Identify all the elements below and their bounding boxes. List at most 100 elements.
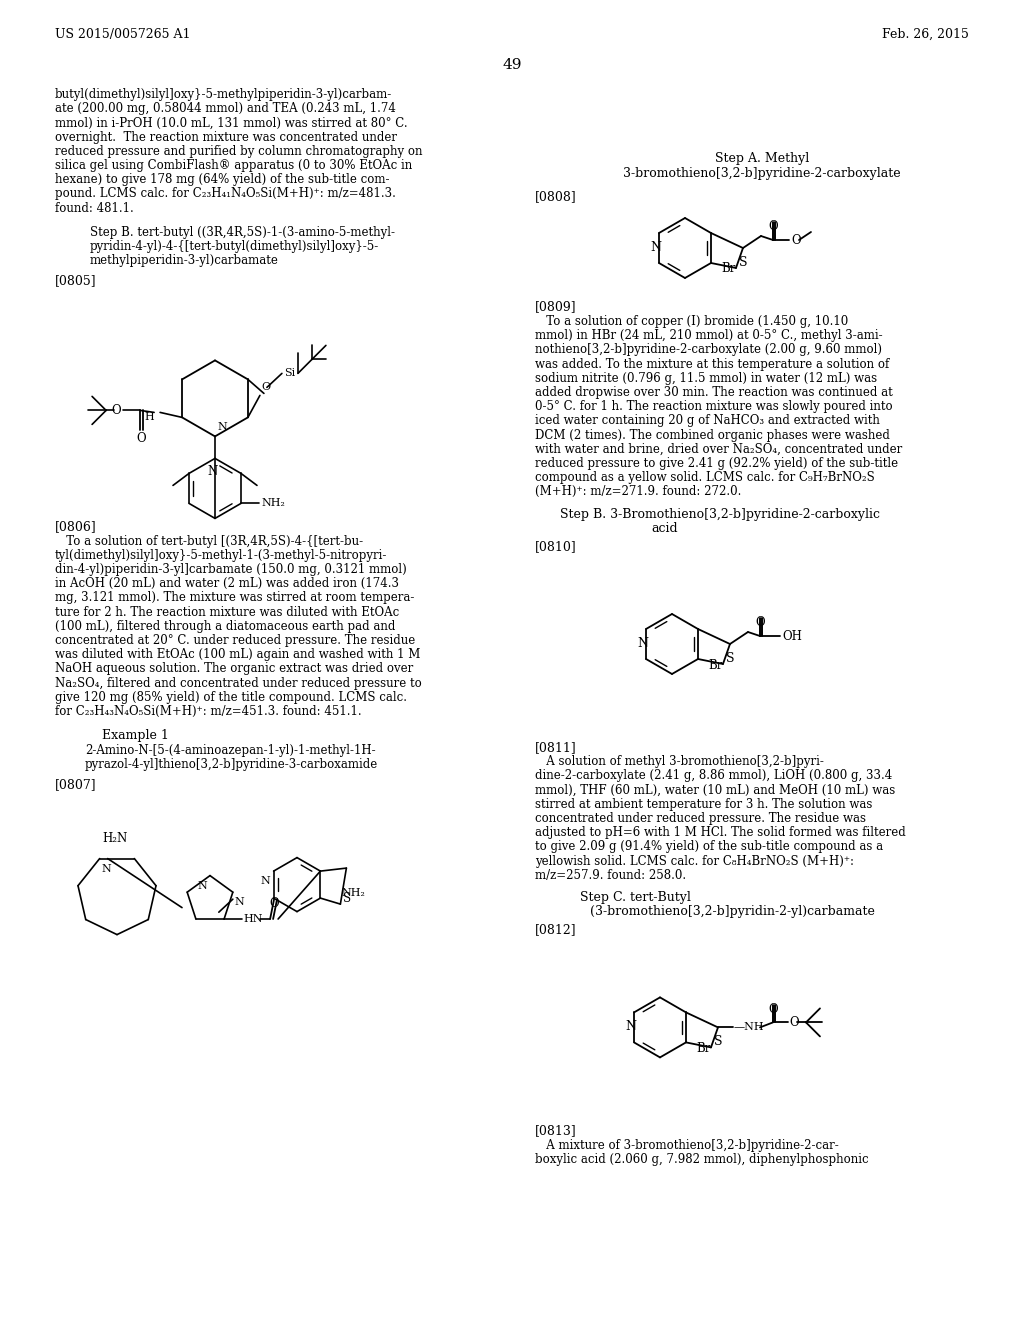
Text: O: O (788, 1016, 799, 1028)
Text: O: O (768, 220, 778, 234)
Text: ate (200.00 mg, 0.58044 mmol) and TEA (0.243 mL, 1.74: ate (200.00 mg, 0.58044 mmol) and TEA (0… (55, 102, 396, 115)
Text: [0810]: [0810] (535, 540, 577, 553)
Text: N: N (261, 876, 270, 886)
Text: Step B. 3-Bromothieno[3,2-b]pyridine-2-carboxylic: Step B. 3-Bromothieno[3,2-b]pyridine-2-c… (560, 508, 880, 520)
Text: Step B. tert-butyl ((3R,4R,5S)-1-(3-amino-5-methyl-: Step B. tert-butyl ((3R,4R,5S)-1-(3-amin… (90, 226, 395, 239)
Text: N: N (650, 242, 662, 253)
Text: A solution of methyl 3-bromothieno[3,2-b]pyri-: A solution of methyl 3-bromothieno[3,2-b… (535, 755, 824, 768)
Text: O: O (269, 898, 279, 909)
Text: [0811]: [0811] (535, 741, 577, 754)
Text: N: N (234, 898, 245, 907)
Text: NH₂: NH₂ (261, 499, 285, 508)
Text: stirred at ambient temperature for 3 h. The solution was: stirred at ambient temperature for 3 h. … (535, 797, 872, 810)
Text: butyl(dimethyl)silyl]oxy}-5-methylpiperidin-3-yl)carbam-: butyl(dimethyl)silyl]oxy}-5-methylpiperi… (55, 88, 392, 102)
Text: [0807]: [0807] (55, 779, 96, 792)
Text: 3-bromothieno[3,2-b]pyridine-2-carboxylate: 3-bromothieno[3,2-b]pyridine-2-carboxyla… (624, 168, 901, 180)
Text: Br: Br (709, 659, 723, 672)
Text: 2-Amino-N-[5-(4-aminoazepan-1-yl)-1-methyl-1H-: 2-Amino-N-[5-(4-aminoazepan-1-yl)-1-meth… (85, 744, 376, 758)
Text: mmol) in i-PrOH (10.0 mL, 131 mmol) was stirred at 80° C.: mmol) in i-PrOH (10.0 mL, 131 mmol) was … (55, 116, 408, 129)
Text: acid: acid (651, 521, 678, 535)
Text: overnight.  The reaction mixture was concentrated under: overnight. The reaction mixture was conc… (55, 131, 397, 144)
Text: concentrated at 20° C. under reduced pressure. The residue: concentrated at 20° C. under reduced pre… (55, 634, 416, 647)
Text: ture for 2 h. The reaction mixture was diluted with EtOAc: ture for 2 h. The reaction mixture was d… (55, 606, 399, 619)
Text: O: O (112, 404, 121, 417)
Text: [0813]: [0813] (535, 1125, 577, 1138)
Text: m/z=257.9. found: 258.0.: m/z=257.9. found: 258.0. (535, 869, 686, 882)
Text: H: H (144, 412, 154, 422)
Text: A mixture of 3-bromothieno[3,2-b]pyridine-2-car-: A mixture of 3-bromothieno[3,2-b]pyridin… (535, 1139, 839, 1151)
Text: S: S (343, 891, 351, 904)
Text: mg, 3.121 mmol). The mixture was stirred at room tempera-: mg, 3.121 mmol). The mixture was stirred… (55, 591, 415, 605)
Text: methylpiperidin-3-yl)carbamate: methylpiperidin-3-yl)carbamate (90, 255, 279, 267)
Text: yellowish solid. LCMS calc. for C₈H₄BrNO₂S (M+H)⁺:: yellowish solid. LCMS calc. for C₈H₄BrNO… (535, 854, 854, 867)
Text: 49: 49 (502, 58, 522, 73)
Text: sodium nitrite (0.796 g, 11.5 mmol) in water (12 mL) was: sodium nitrite (0.796 g, 11.5 mmol) in w… (535, 372, 878, 385)
Text: 0-5° C. for 1 h. The reaction mixture was slowly poured into: 0-5° C. for 1 h. The reaction mixture wa… (535, 400, 893, 413)
Text: US 2015/0057265 A1: US 2015/0057265 A1 (55, 28, 190, 41)
Text: pyridin-4-yl)-4-{[tert-butyl(dimethyl)silyl]oxy}-5-: pyridin-4-yl)-4-{[tert-butyl(dimethyl)si… (90, 240, 379, 253)
Text: S: S (726, 652, 734, 664)
Text: To a solution of tert-butyl [(3R,4R,5S)-4-{[tert-bu-: To a solution of tert-butyl [(3R,4R,5S)-… (55, 535, 364, 548)
Text: O: O (755, 616, 765, 630)
Text: was added. To the mixture at this temperature a solution of: was added. To the mixture at this temper… (535, 358, 889, 371)
Text: O: O (768, 1003, 778, 1016)
Text: reduced pressure and purified by column chromatography on: reduced pressure and purified by column … (55, 145, 423, 158)
Text: Step C. tert-Butyl: Step C. tert-Butyl (580, 891, 690, 904)
Text: N: N (217, 422, 226, 433)
Text: DCM (2 times). The combined organic phases were washed: DCM (2 times). The combined organic phas… (535, 429, 890, 442)
Text: silica gel using CombiFlash® apparatus (0 to 30% EtOAc in: silica gel using CombiFlash® apparatus (… (55, 158, 413, 172)
Text: boxylic acid (2.060 g, 7.982 mmol), diphenylphosphonic: boxylic acid (2.060 g, 7.982 mmol), diph… (535, 1152, 868, 1166)
Text: OH: OH (782, 630, 802, 643)
Text: pyrazol-4-yl]thieno[3,2-b]pyridine-3-carboxamide: pyrazol-4-yl]thieno[3,2-b]pyridine-3-car… (85, 759, 378, 771)
Text: nothieno[3,2-b]pyridine-2-carboxylate (2.00 g, 9.60 mmol): nothieno[3,2-b]pyridine-2-carboxylate (2… (535, 343, 882, 356)
Text: H₂N: H₂N (102, 832, 128, 845)
Text: [0809]: [0809] (535, 300, 577, 313)
Text: give 120 mg (85% yield) of the title compound. LCMS calc.: give 120 mg (85% yield) of the title com… (55, 690, 407, 704)
Text: Step A. Methyl: Step A. Methyl (715, 152, 809, 165)
Text: To a solution of copper (I) bromide (1.450 g, 10.10: To a solution of copper (I) bromide (1.4… (535, 315, 848, 327)
Text: N: N (626, 1020, 637, 1034)
Text: (3-bromothieno[3,2-b]pyridin-2-yl)carbamate: (3-bromothieno[3,2-b]pyridin-2-yl)carbam… (590, 906, 874, 919)
Text: mmol), THF (60 mL), water (10 mL) and MeOH (10 mL) was: mmol), THF (60 mL), water (10 mL) and Me… (535, 784, 895, 796)
Text: mmol) in HBr (24 mL, 210 mmol) at 0-5° C., methyl 3-ami-: mmol) in HBr (24 mL, 210 mmol) at 0-5° C… (535, 329, 883, 342)
Text: din-4-yl)piperidin-3-yl]carbamate (150.0 mg, 0.3121 mmol): din-4-yl)piperidin-3-yl]carbamate (150.0… (55, 564, 407, 576)
Text: (100 mL), filtered through a diatomaceous earth pad and: (100 mL), filtered through a diatomaceou… (55, 620, 395, 632)
Text: [0812]: [0812] (535, 924, 577, 936)
Text: N: N (208, 466, 218, 478)
Text: reduced pressure to give 2.41 g (92.2% yield) of the sub-title: reduced pressure to give 2.41 g (92.2% y… (535, 457, 898, 470)
Text: N: N (101, 863, 112, 874)
Text: S: S (739, 256, 748, 268)
Text: N: N (198, 880, 207, 891)
Text: to give 2.09 g (91.4% yield) of the sub-title compound as a: to give 2.09 g (91.4% yield) of the sub-… (535, 841, 883, 854)
Text: NH₂: NH₂ (341, 888, 366, 898)
Text: [0805]: [0805] (55, 275, 96, 288)
Text: Br: Br (696, 1041, 712, 1055)
Text: HN: HN (243, 913, 262, 924)
Text: tyl(dimethyl)silyl]oxy}-5-methyl-1-(3-methyl-5-nitropyri-: tyl(dimethyl)silyl]oxy}-5-methyl-1-(3-me… (55, 549, 387, 562)
Text: dine-2-carboxylate (2.41 g, 8.86 mmol), LiOH (0.800 g, 33.4: dine-2-carboxylate (2.41 g, 8.86 mmol), … (535, 770, 892, 783)
Text: concentrated under reduced pressure. The residue was: concentrated under reduced pressure. The… (535, 812, 866, 825)
Text: with water and brine, dried over Na₂SO₄, concentrated under: with water and brine, dried over Na₂SO₄,… (535, 442, 902, 455)
Text: iced water containing 20 g of NaHCO₃ and extracted with: iced water containing 20 g of NaHCO₃ and… (535, 414, 880, 428)
Text: hexane) to give 178 mg (64% yield) of the sub-title com-: hexane) to give 178 mg (64% yield) of th… (55, 173, 389, 186)
Text: Feb. 26, 2015: Feb. 26, 2015 (882, 28, 969, 41)
Text: compound as a yellow solid. LCMS calc. for C₉H₇BrNO₂S: compound as a yellow solid. LCMS calc. f… (535, 471, 874, 484)
Text: O: O (791, 234, 801, 247)
Text: S: S (714, 1035, 723, 1048)
Text: Si: Si (284, 368, 295, 379)
Text: Br: Br (722, 263, 736, 276)
Text: was diluted with EtOAc (100 mL) again and washed with 1 M: was diluted with EtOAc (100 mL) again an… (55, 648, 421, 661)
Text: N: N (638, 638, 648, 649)
Text: found: 481.1.: found: 481.1. (55, 202, 134, 215)
Text: in AcOH (20 mL) and water (2 mL) was added iron (174.3: in AcOH (20 mL) and water (2 mL) was add… (55, 577, 399, 590)
Text: [0806]: [0806] (55, 520, 96, 533)
Text: O: O (136, 433, 145, 445)
Text: [0808]: [0808] (535, 190, 577, 203)
Text: Na₂SO₄, filtered and concentrated under reduced pressure to: Na₂SO₄, filtered and concentrated under … (55, 677, 422, 689)
Text: NaOH aqueous solution. The organic extract was dried over: NaOH aqueous solution. The organic extra… (55, 663, 414, 676)
Text: adjusted to pH=6 with 1 M HCl. The solid formed was filtered: adjusted to pH=6 with 1 M HCl. The solid… (535, 826, 906, 840)
Text: for C₂₃H₄₃N₄O₅Si(M+H)⁺: m/z=451.3. found: 451.1.: for C₂₃H₄₃N₄O₅Si(M+H)⁺: m/z=451.3. found… (55, 705, 361, 718)
Text: O: O (261, 383, 270, 392)
Text: pound. LCMS calc. for C₂₃H₄₁N₄O₅Si(M+H)⁺: m/z=481.3.: pound. LCMS calc. for C₂₃H₄₁N₄O₅Si(M+H)⁺… (55, 187, 396, 201)
Text: (M+H)⁺: m/z=271.9. found: 272.0.: (M+H)⁺: m/z=271.9. found: 272.0. (535, 486, 741, 499)
